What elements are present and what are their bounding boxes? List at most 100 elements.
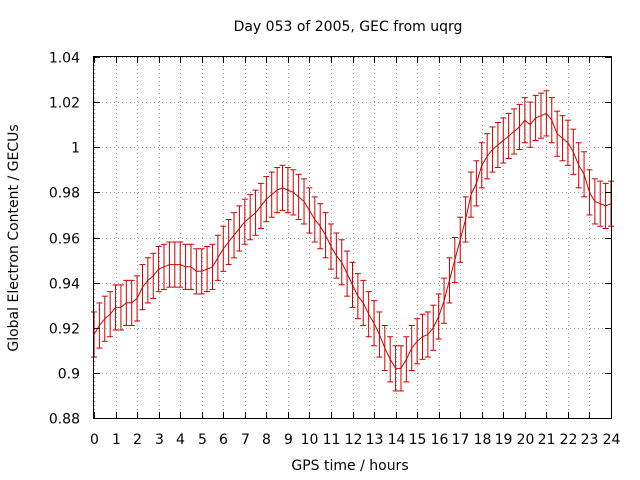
error-bar — [236, 205, 243, 252]
x-tick-label: 5 — [198, 432, 207, 448]
x-tick-label: 6 — [219, 432, 228, 448]
error-bar — [123, 279, 130, 326]
error-bar — [581, 151, 588, 198]
error-bar — [419, 313, 426, 360]
x-tick-label: 17 — [452, 432, 470, 448]
error-bar — [543, 90, 550, 137]
error-bar — [344, 250, 351, 297]
error-bar — [161, 243, 168, 290]
x-tick-label: 3 — [155, 432, 164, 448]
error-bar — [128, 279, 135, 326]
y-tick-label: 0.88 — [49, 412, 80, 428]
error-bar — [268, 171, 275, 218]
error-bar — [155, 246, 162, 293]
x-tick-label: 20 — [517, 432, 535, 448]
error-bar — [575, 142, 582, 189]
error-bar — [489, 126, 496, 173]
series-line — [93, 112, 612, 369]
error-bar — [414, 318, 421, 365]
y-tick-label: 0.92 — [49, 322, 80, 338]
error-bar — [532, 94, 539, 141]
y-axis-label: Global Electron Content / GECUs — [6, 124, 22, 351]
error-bar — [554, 110, 561, 157]
error-bar — [279, 164, 286, 211]
error-bar — [457, 216, 464, 263]
error-bar — [295, 173, 302, 220]
x-tick-label: 24 — [603, 432, 621, 448]
error-bar — [209, 243, 216, 290]
chart-title: Day 053 of 2005, GEC from uqrg — [234, 19, 463, 35]
error-bar — [231, 212, 238, 259]
x-axis-label: GPS time / hours — [291, 458, 408, 474]
error-bar — [306, 187, 313, 234]
error-bar — [338, 239, 345, 286]
error-bar — [301, 178, 308, 225]
error-bar — [516, 103, 523, 151]
error-bar — [150, 252, 157, 299]
error-bar — [117, 284, 124, 331]
error-bar — [521, 97, 528, 144]
error-bar — [322, 212, 329, 259]
error-bar — [220, 225, 227, 272]
y-tick-label: 1.02 — [49, 96, 80, 112]
error-bar — [591, 178, 598, 225]
error-bar — [381, 324, 388, 372]
error-bar — [214, 234, 221, 281]
error-bar — [274, 167, 281, 214]
error-bar — [371, 300, 378, 347]
error-bar — [403, 336, 410, 383]
error-bar — [435, 293, 442, 340]
x-tick-label: 2 — [133, 432, 142, 448]
y-tick-label: 1 — [71, 141, 80, 157]
error-bar — [564, 119, 571, 166]
error-bar — [360, 279, 367, 326]
error-bar — [317, 203, 324, 250]
error-bar — [376, 311, 383, 358]
error-bar — [365, 291, 372, 338]
grid-lines — [94, 57, 612, 419]
error-bar — [354, 273, 361, 320]
error-bar — [247, 194, 254, 241]
gec-series — [91, 90, 614, 392]
error-bar — [446, 257, 453, 304]
error-bar — [241, 198, 248, 245]
error-bar — [252, 189, 259, 236]
error-bar — [570, 128, 577, 175]
x-tick-label: 11 — [323, 432, 341, 448]
x-tick-label: 21 — [538, 432, 556, 448]
x-tick-label: 18 — [474, 432, 492, 448]
error-bar — [177, 241, 184, 288]
x-tick-label: 4 — [176, 432, 185, 448]
error-bar — [327, 223, 334, 270]
x-tick-label: 19 — [495, 432, 513, 448]
error-bar — [559, 115, 566, 162]
x-tick-label: 8 — [262, 432, 271, 448]
error-bar — [311, 196, 318, 243]
error-bar — [548, 97, 555, 144]
x-tick-label: 23 — [581, 432, 599, 448]
error-bar — [225, 218, 232, 266]
error-bar — [424, 311, 431, 358]
error-bar — [441, 277, 448, 324]
error-bar — [193, 248, 200, 295]
x-tick-label: 1 — [112, 432, 121, 448]
error-bar — [333, 232, 340, 279]
error-bar — [462, 196, 469, 243]
y-tick-label: 0.98 — [49, 186, 80, 202]
x-tick-label: 16 — [431, 432, 449, 448]
x-tick-label: 12 — [345, 432, 363, 448]
error-bar — [139, 264, 146, 311]
error-bar — [144, 257, 151, 304]
y-tick-label: 0.94 — [49, 277, 80, 293]
error-bar — [290, 169, 297, 216]
error-bar — [198, 248, 205, 295]
error-bar — [527, 101, 534, 148]
x-tick-label: 7 — [241, 432, 250, 448]
error-bar — [204, 246, 211, 293]
axis-ticks: 0 1 2 3 4 5 6 7 8 9 10 11 12 13 14 15 16 17 18 19 20 21 22 23 24… — [49, 51, 621, 449]
error-bar — [107, 291, 114, 338]
x-tick-label: 22 — [560, 432, 578, 448]
error-bar — [257, 182, 264, 229]
error-bar — [101, 295, 108, 342]
